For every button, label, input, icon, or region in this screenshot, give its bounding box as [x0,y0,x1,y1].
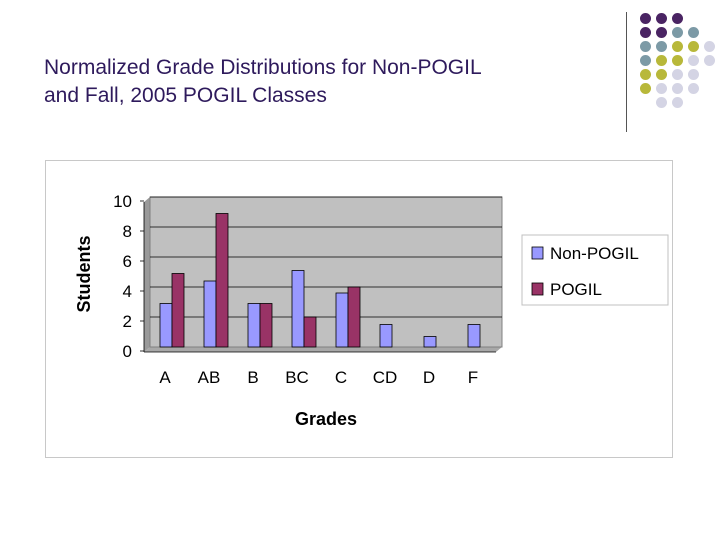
decorative-dot [671,96,683,108]
grade-distribution-chart: 0 2 4 6 8 10 A AB B BC C CD D F Grades Students Non-… [74,192,669,429]
x-tick-label: A [159,368,171,387]
x-tick-label: BC [285,368,309,387]
decorative-dot [639,40,651,52]
decorative-dot [703,54,715,66]
decorative-dot [703,40,715,52]
plot-area [140,196,503,353]
x-tick-label: D [423,368,435,387]
decorative-dot [671,82,683,94]
decorative-dot [655,12,667,24]
y-tick-label: 0 [123,342,132,361]
bar-pogil-bc [303,316,317,348]
bars [159,213,481,348]
y-tick-label: 6 [123,252,132,271]
decorative-dot [639,68,651,80]
decorative-dot [687,54,699,66]
x-tick-label: B [247,368,258,387]
legend-swatch [531,282,544,296]
decorative-dot [671,54,683,66]
y-tick-labels: 0 2 4 6 8 10 [113,192,132,361]
x-axis-label: Grades [295,409,357,429]
x-tick-labels: A AB B BC C CD D F [159,368,478,387]
legend-box [521,234,669,306]
bar-non-pogil-d [423,336,437,348]
plot-floor [144,347,502,352]
bar-non-pogil-a [159,303,173,348]
decorative-dot [687,40,699,52]
bar-non-pogil-c [335,292,349,348]
y-axis-label: Students [74,235,94,312]
bar-pogil-c [347,286,361,348]
y-tick-label: 2 [123,312,132,331]
x-tick-label: AB [198,368,221,387]
bar-pogil-ab [215,213,229,348]
x-tick-label: CD [373,368,398,387]
decorative-dot [639,54,651,66]
y-tick-label: 4 [123,282,132,301]
x-tick-label: C [335,368,347,387]
legend-label: POGIL [550,280,602,299]
decorative-dot [671,12,683,24]
title-line-2: and Fall, 2005 POGIL Classes [44,84,327,107]
y-tick-label: 10 [113,192,132,211]
decorative-dot [655,54,667,66]
decorative-dot [687,26,699,38]
bar-pogil-b [259,303,273,348]
bar-non-pogil-f [467,324,481,348]
decorative-dot [655,68,667,80]
decorative-dot [639,26,651,38]
decorative-dot [671,68,683,80]
bar-non-pogil-cd [379,324,393,348]
y-tick-label: 8 [123,222,132,241]
decorative-dot [639,12,651,24]
decorative-dot [655,26,667,38]
bar-non-pogil-bc [291,270,305,348]
x-tick-label: F [468,368,478,387]
slide-title: Normalized Grade Distributions for Non-P… [44,54,604,110]
legend: Non-POGIL POGIL [521,234,669,306]
bar-pogil-a [171,273,185,348]
title-divider [626,12,627,132]
decorative-dot [639,82,651,94]
decorative-dot [671,40,683,52]
decorative-dot [655,82,667,94]
decorative-dot [687,82,699,94]
plot-side-wall [144,197,150,352]
plot-background [149,196,503,348]
bar-non-pogil-b [247,303,261,348]
legend-label: Non-POGIL [550,244,639,263]
decorative-dot [655,96,667,108]
chart-frame: 0 2 4 6 8 10 A AB B BC C CD D F Grades Students Non-… [45,160,673,458]
decorative-dot [655,40,667,52]
bar-non-pogil-ab [203,280,217,348]
decorative-dot [687,68,699,80]
legend-swatch [531,246,544,260]
decorative-dot [671,26,683,38]
title-line-1: Normalized Grade Distributions for Non-P… [44,56,482,79]
